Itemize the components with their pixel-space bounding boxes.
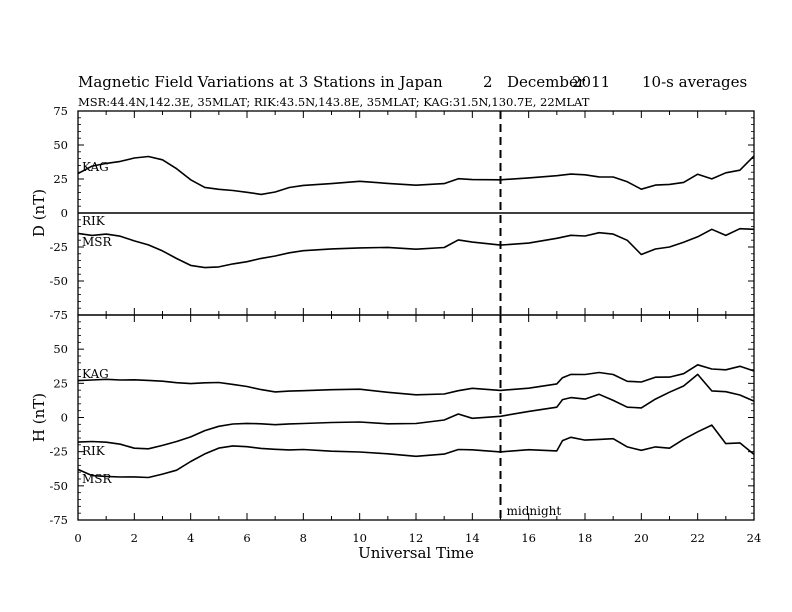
series-label-msr: MSR [82,235,113,249]
title-day: 2 [483,73,493,91]
y-tick-label: 75 [53,104,68,118]
x-tick-label: 14 [465,531,480,545]
series-line-msr [77,424,755,479]
y-tick-label: -25 [49,445,68,459]
y-tick-label: -75 [49,513,68,527]
x-tick-label: 10 [352,531,367,545]
series-label-rik: RIK [82,444,106,458]
title-month: December [507,73,586,91]
y-tick-label: 0 [61,206,68,220]
y-axis-label: H (nT) [30,393,48,442]
series-label-kag: KAG [82,160,109,174]
series-label-msr: MSR [82,472,113,486]
x-tick-label: 12 [409,531,424,545]
y-tick-label: -25 [49,240,68,254]
y-tick-label: -75 [49,308,68,322]
midnight-label: midnight [507,504,562,518]
y-tick-label: 25 [53,376,68,390]
x-tick-label: 8 [300,531,307,545]
x-tick-label: 6 [243,531,250,545]
series-label-kag: KAG [82,367,109,381]
x-tick-label: 4 [187,531,194,545]
chart-title: Magnetic Field Variations at 3 Stations … [78,73,747,181]
title-averaging: 10-s averages [642,73,748,91]
y-tick-label: 25 [53,172,68,186]
series-line-msr [77,227,755,269]
x-tick-label: 24 [747,531,762,545]
y-tick-label: 0 [61,411,68,425]
x-axis-label: Universal Time [358,544,474,562]
title-year: 2011 [572,73,611,91]
y-tick-label: -50 [49,479,68,493]
series-line-rik [77,373,755,450]
x-tick-label: 18 [578,531,593,545]
series-label-rik: RIK [82,214,106,228]
x-tick-label: 16 [521,531,536,545]
panel-frame [77,314,755,521]
y-tick-label: 50 [53,342,68,356]
series-line-kag [77,364,755,396]
title-main: Magnetic Field Variations at 3 Stations … [78,73,443,91]
y-tick-label: 50 [53,138,68,152]
y-tick-label: -50 [49,274,68,288]
series-line-kag [77,155,755,196]
x-tick-label: 20 [634,531,649,545]
x-tick-label: 2 [131,531,138,545]
station-subtitle: MSR:44.4N,142.3E, 35MLAT; RIK:43.5N,143.… [78,95,590,109]
x-tick-label: 0 [74,531,81,545]
y-axis-label: D (nT) [30,189,48,237]
x-tick-label: 22 [690,531,705,545]
